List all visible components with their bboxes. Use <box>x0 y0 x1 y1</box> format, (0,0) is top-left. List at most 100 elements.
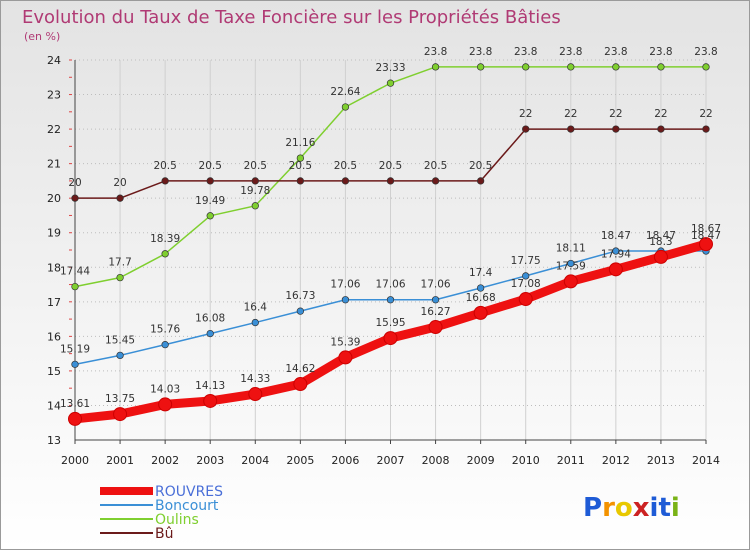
data-point <box>428 320 443 335</box>
x-tick-label: 2013 <box>647 454 675 467</box>
data-label: 20.5 <box>244 160 267 172</box>
data-label: 15.76 <box>150 324 180 336</box>
data-label: 23.8 <box>694 46 717 58</box>
data-point <box>251 318 259 327</box>
data-point <box>702 125 710 133</box>
data-point <box>431 296 440 304</box>
data-label: 17.4 <box>469 267 493 279</box>
data-point <box>699 237 713 252</box>
data-point <box>341 103 350 111</box>
data-label: 23.8 <box>424 46 447 58</box>
data-point <box>612 125 620 133</box>
data-label: 18.67 <box>691 223 721 235</box>
y-tick-label: 19 <box>47 227 61 240</box>
data-label: 17.59 <box>556 260 586 272</box>
data-label: 14.03 <box>150 383 180 395</box>
data-label: 23.33 <box>375 62 405 74</box>
data-label: 23.8 <box>514 46 537 58</box>
legend-item: Bû <box>100 526 173 542</box>
data-point <box>206 177 214 185</box>
data-point <box>71 194 79 202</box>
data-label: 20.5 <box>424 160 447 172</box>
data-label: 20.5 <box>334 160 357 172</box>
series-bû <box>71 125 710 202</box>
data-point <box>702 63 710 71</box>
data-label: 14.33 <box>240 373 270 385</box>
series-boncourt <box>71 247 710 368</box>
data-point <box>203 393 218 408</box>
x-tick-label: 2012 <box>602 454 630 467</box>
data-label: 18.11 <box>556 242 586 254</box>
data-point <box>206 329 214 338</box>
legend-label: ROUVRES <box>155 484 223 500</box>
series-rouvres <box>68 237 713 426</box>
data-point <box>608 262 623 277</box>
data-label: 16.4 <box>244 302 268 314</box>
data-label: 13.75 <box>105 393 135 405</box>
data-label: 14.62 <box>285 363 315 375</box>
data-label: 20.5 <box>153 160 176 172</box>
y-tick-label: 20 <box>47 192 61 205</box>
data-point <box>476 177 485 185</box>
data-label: 22 <box>699 108 712 120</box>
data-point <box>563 274 578 289</box>
data-point <box>113 407 128 422</box>
legend-item: Boncourt <box>100 498 219 514</box>
data-point <box>161 341 169 349</box>
logo-text: Proxiti <box>583 493 680 523</box>
data-label: 23.8 <box>604 46 627 58</box>
y-tick-label: 14 <box>47 399 61 412</box>
data-point <box>567 63 575 71</box>
x-tick-label: 2008 <box>422 454 450 467</box>
data-point <box>116 351 124 360</box>
y-tick-label: 22 <box>47 123 61 136</box>
data-point <box>657 125 665 133</box>
data-point <box>473 305 488 320</box>
data-point <box>386 177 395 185</box>
data-label: 17.7 <box>108 257 131 269</box>
y-tick-label: 21 <box>47 158 61 171</box>
legend-label: Bû <box>155 526 173 542</box>
data-label: 17.75 <box>511 255 541 267</box>
data-label: 22.64 <box>330 86 360 98</box>
data-label: 20 <box>113 177 126 189</box>
data-label: 20.5 <box>199 160 222 172</box>
data-point <box>518 292 533 307</box>
y-tick-label: 16 <box>47 330 61 343</box>
data-label: 20 <box>68 177 81 189</box>
data-label: 18.3 <box>649 236 672 248</box>
data-label: 22 <box>654 108 667 120</box>
data-label: 21.16 <box>285 137 315 149</box>
data-label: 19.78 <box>240 185 270 197</box>
data-label: 23.8 <box>469 46 492 58</box>
y-tick-label: 23 <box>47 89 61 102</box>
data-label: 15.95 <box>375 317 405 329</box>
data-point <box>657 63 665 71</box>
data-label: 19.49 <box>195 195 225 207</box>
x-tick-label: 2014 <box>692 454 720 467</box>
data-point <box>158 397 173 412</box>
data-label: 15.19 <box>60 343 90 355</box>
data-point <box>567 259 575 268</box>
x-tick-label: 2003 <box>196 454 224 467</box>
x-tick-label: 2006 <box>331 454 359 467</box>
x-tick-label: 2001 <box>106 454 134 467</box>
data-point <box>161 250 169 258</box>
data-point <box>293 377 308 392</box>
data-point <box>338 350 353 365</box>
data-label: 20.5 <box>469 160 492 172</box>
data-point <box>612 63 620 71</box>
data-label: 22 <box>609 108 622 120</box>
legend-label: Boncourt <box>155 498 219 514</box>
x-tick-label: 2009 <box>467 454 495 467</box>
data-label: 16.27 <box>421 306 451 318</box>
data-point <box>386 296 395 304</box>
x-tick-label: 2000 <box>61 454 89 467</box>
data-point <box>68 411 82 426</box>
data-point <box>296 307 305 315</box>
data-point <box>116 273 124 282</box>
data-point <box>116 194 124 202</box>
data-point <box>206 212 214 220</box>
